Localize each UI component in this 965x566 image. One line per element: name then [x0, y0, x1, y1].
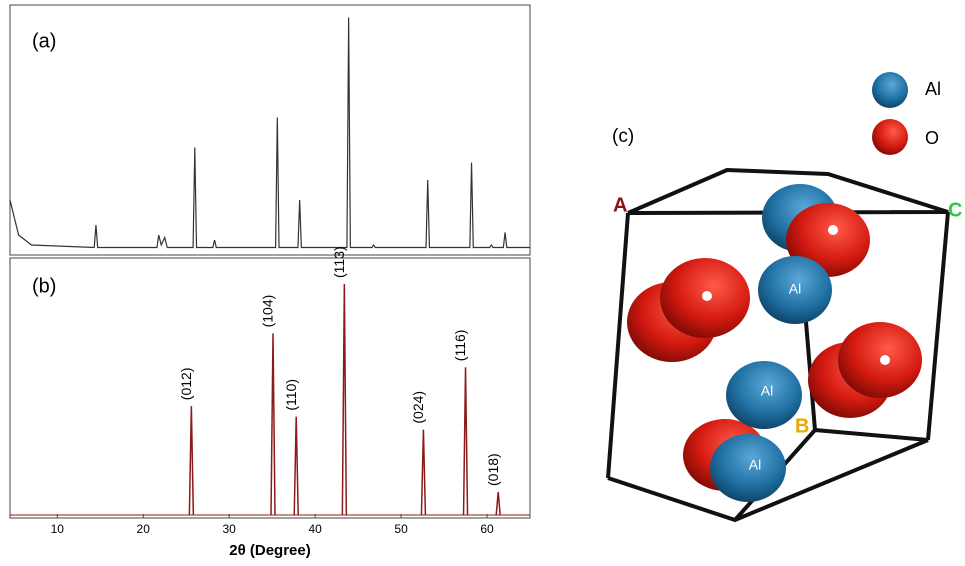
panel-a-frame	[10, 5, 530, 255]
x-axis-label: 2θ (Degree)	[229, 542, 310, 559]
peak	[464, 367, 468, 515]
peak	[496, 492, 500, 515]
panel-a-label: (a)	[32, 30, 56, 52]
peak	[189, 406, 193, 515]
peak-label: (012)	[178, 368, 194, 401]
panel-b-label: (b)	[32, 275, 56, 297]
atom-label: Al	[789, 281, 801, 297]
peak-label: (104)	[260, 295, 276, 328]
atom-label: Al	[761, 383, 773, 399]
legend-label: Al	[925, 79, 941, 99]
peak	[271, 333, 275, 515]
peak-label: (116)	[452, 330, 468, 362]
x-tick-label: 60	[480, 522, 494, 536]
x-tick-label: 20	[137, 522, 151, 536]
legend-label: O	[925, 128, 939, 148]
x-tick-label: 40	[308, 522, 322, 536]
corner-label: A	[613, 194, 627, 216]
corner-label: B	[795, 415, 809, 437]
x-tick-label: 10	[51, 522, 65, 536]
figure: (a) (b) 2θ (Degree) Al Al Al (c) Al O A …	[0, 0, 965, 566]
peak	[342, 284, 346, 515]
peak-label: (110)	[283, 379, 299, 411]
x-tick-label: 50	[394, 522, 408, 536]
peak	[421, 430, 425, 515]
peak	[294, 417, 298, 515]
peak-label: (113)	[331, 246, 347, 278]
xrd-line	[10, 18, 530, 248]
panel-c-label: (c)	[612, 126, 634, 147]
x-tick-label: 30	[222, 522, 236, 536]
atom-label: Al	[749, 457, 761, 473]
peak-label: (018)	[485, 453, 501, 486]
corner-label: C	[948, 199, 962, 221]
peak-label: (024)	[410, 391, 426, 424]
